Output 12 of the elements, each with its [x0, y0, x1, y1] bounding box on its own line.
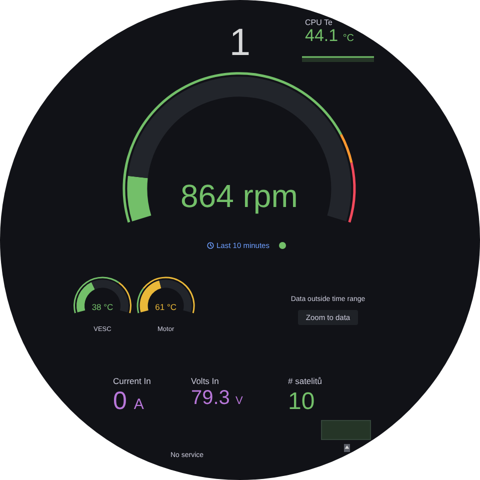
text: # satelitů	[288, 376, 322, 386]
text: CPU Te	[305, 18, 332, 27]
text: 79.3 V	[191, 387, 243, 409]
text: 38 °C	[92, 302, 114, 312]
text: 10	[288, 388, 315, 415]
text: Current In	[113, 376, 151, 386]
text: 61 °C	[155, 302, 176, 312]
text: 1	[229, 22, 251, 64]
text: 44.1 °C	[305, 26, 354, 45]
text: 864 rpm	[180, 178, 298, 214]
text: Volts In	[191, 376, 219, 386]
text: 0 A	[113, 386, 144, 414]
